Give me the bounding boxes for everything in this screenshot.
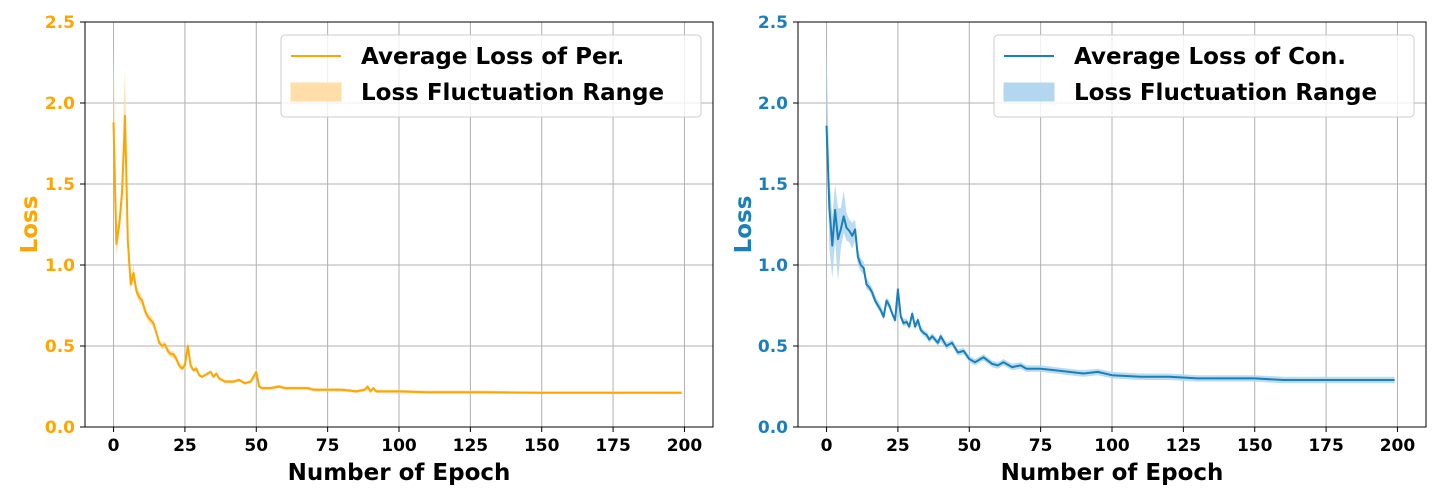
left-chart-y-tick-label: 0.5 [45,337,75,357]
right-chart-legend-box [993,34,1415,118]
left-chart-y-tick-label: 1.0 [45,256,75,276]
right-chart-panel: 0 25 50 75 100 125 150 175 200 0.0 0.5 1.0 1.5 2.0 2.… [731,13,1427,486]
left-chart-y-ticks: 0.0 0.5 1.0 1.5 2.0 2.5 [45,13,85,438]
right-chart-y-ticks: 0.0 0.5 1.0 1.5 2.0 2.5 [758,13,798,438]
right-chart-x-axis-label: Number of Epoch [1001,460,1224,486]
left-chart-average-loss-line [112,115,682,394]
left-chart-x-tick-label: 75 [316,436,340,456]
left-chart-x-tick-label: 150 [524,436,560,456]
left-chart-x-axis-label: Number of Epoch [288,460,511,486]
right-chart-x-tick-label: 75 [1029,436,1053,456]
right-chart-x-ticks: 0 25 50 75 100 125 150 175 200 [821,427,1416,456]
right-chart-x-tick-label: 150 [1237,436,1273,456]
left-chart-x-tick-label: 200 [667,436,703,456]
left-chart-x-tick-label: 50 [244,436,268,456]
right-chart-y-tick-label: 2.0 [758,94,788,114]
right-chart-legend-band-swatch [1003,82,1055,102]
right-chart-y-tick-label: 1.5 [758,175,788,195]
left-chart-panel: 0 25 50 75 100 125 150 175 200 0.0 0.5 1.0 1.5 2.0 2.… [17,13,714,486]
left-chart-y-tick-label: 2.0 [45,94,75,114]
left-chart-x-tick-label: 125 [453,436,489,456]
left-chart-y-axis-label: Loss [17,196,43,254]
left-chart-legend: Average Loss of Per. Loss Fluctuation Ra… [280,34,702,118]
left-chart-legend-band-swatch [290,82,342,102]
left-chart-y-tick-label: 1.5 [45,175,75,195]
left-chart-legend-band-label: Loss Fluctuation Range [361,80,664,106]
left-chart-y-tick-label: 0.0 [45,418,75,438]
right-chart-x-tick-label: 200 [1380,436,1416,456]
right-chart-x-tick-label: 175 [1308,436,1344,456]
right-chart-y-tick-label: 1.0 [758,256,788,276]
right-chart-y-tick-label: 0.5 [758,337,788,357]
right-chart-x-tick-label: 25 [886,436,910,456]
left-chart-line-layer [112,115,682,394]
left-chart-x-tick-label: 0 [108,436,120,456]
right-chart-legend: Average Loss of Con. Loss Fluctuation Ra… [993,34,1415,118]
right-chart-x-tick-label: 125 [1166,436,1202,456]
right-chart-x-tick-label: 50 [957,436,981,456]
right-chart-x-tick-label: 0 [821,436,833,456]
right-chart-y-axis-label: Loss [731,196,757,254]
right-chart-legend-line-label: Average Loss of Con. [1074,44,1346,70]
left-chart-x-tick-label: 175 [595,436,631,456]
left-chart-x-ticks: 0 25 50 75 100 125 150 175 200 [108,427,703,456]
right-chart-x-tick-label: 100 [1094,436,1130,456]
left-chart-y-tick-label: 2.5 [45,13,75,33]
right-chart-y-tick-label: 0.0 [758,418,788,438]
left-chart-x-tick-label: 25 [173,436,197,456]
left-chart-legend-box [280,34,702,118]
right-chart-legend-band-label: Loss Fluctuation Range [1074,80,1377,106]
left-chart-legend-line-label: Average Loss of Per. [361,44,624,70]
right-chart-line-layer [825,125,1395,381]
left-chart-x-tick-label: 100 [381,436,417,456]
right-chart-y-tick-label: 2.5 [758,13,788,33]
right-chart-average-loss-line [825,125,1395,381]
